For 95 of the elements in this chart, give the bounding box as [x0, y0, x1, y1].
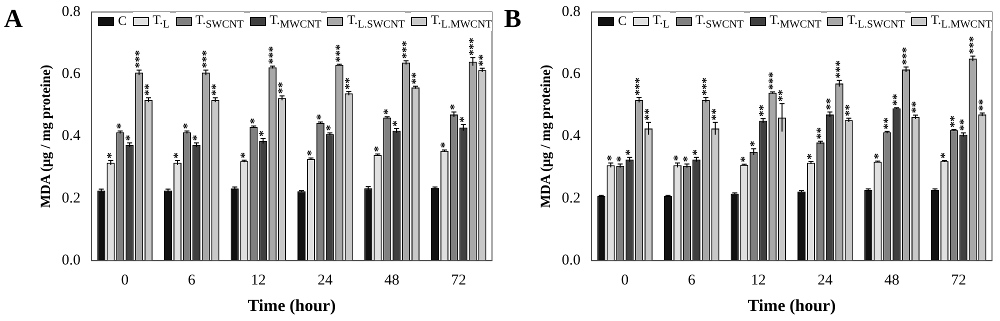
x-tick-label: 48	[884, 272, 900, 289]
legend-label: T.$_{L}$	[652, 12, 670, 31]
x-tick-label: 24	[818, 272, 834, 289]
data-label: ***	[132, 50, 146, 68]
legend-label: T.$_{L.MWCNT}$	[430, 12, 492, 31]
data-label: *	[304, 150, 318, 156]
data-label: ***	[698, 77, 713, 96]
data-label: *	[938, 152, 952, 159]
data-label: ***	[766, 72, 780, 90]
y-tick-label: 0.2	[562, 190, 581, 206]
data-label: *	[246, 118, 261, 124]
x-axis-title: Time (hour)	[248, 296, 336, 316]
data-label: **	[842, 104, 856, 116]
x-tick-label: 0	[121, 272, 129, 289]
data-label: *	[180, 123, 194, 130]
x-tick-label: 6	[188, 272, 196, 289]
data-label: **	[756, 104, 770, 117]
data-label: *	[390, 120, 404, 127]
data-label: *	[870, 153, 885, 160]
data-label: *	[456, 116, 470, 122]
x-tick-label: 12	[250, 272, 266, 289]
data-label: **	[208, 84, 222, 96]
y-tick-label: 0.8	[62, 4, 81, 20]
x-tick-label: 12	[750, 272, 766, 289]
x-tick-label: 0	[621, 272, 629, 289]
data-label: *	[380, 108, 394, 115]
data-label: ***	[266, 46, 280, 64]
data-label: *	[170, 152, 185, 159]
data-label: ***	[899, 47, 914, 66]
data-label: **	[708, 108, 722, 120]
x-tick-label: 48	[384, 272, 400, 289]
data-label: *	[104, 152, 118, 159]
x-tick-label: 24	[318, 272, 334, 289]
data-label: **	[342, 78, 356, 90]
y-tick-label: 0.4	[62, 128, 82, 144]
data-label: *	[189, 134, 204, 141]
data-label: *	[746, 140, 761, 147]
data-label: ***	[399, 40, 414, 59]
data-label: ***	[466, 38, 480, 56]
data-label: ***	[632, 77, 646, 96]
legend-label: T.$_{MWCNT}$	[270, 12, 322, 31]
y-tick-label: 0.0	[562, 252, 581, 269]
data-label: **	[475, 54, 490, 66]
y-axis-title: MDA (µg / mg proteine)	[539, 64, 554, 208]
data-label: ***	[832, 60, 846, 78]
y-tick-label: 0.0	[62, 252, 81, 269]
data-label: *	[622, 149, 637, 156]
chart-title: A	[4, 4, 23, 34]
y-tick-label: 0.8	[562, 4, 581, 20]
data-label: **	[822, 98, 837, 110]
data-label: **	[814, 127, 828, 140]
chart-title: B	[504, 4, 522, 34]
legend-label: T.$_{SWCNT}$	[196, 12, 244, 31]
data-label: *	[438, 142, 452, 148]
legend-label: T.$_{SWCNT}$	[696, 12, 744, 31]
legend-label: T.$_{MWCNT}$	[770, 12, 822, 31]
data-label: **	[908, 101, 923, 114]
data-label: **	[642, 108, 656, 120]
y-tick-label: 0.6	[562, 66, 582, 82]
data-label: *	[689, 149, 704, 156]
data-label: *	[370, 146, 385, 152]
data-label: ***	[198, 50, 213, 68]
data-label: *	[322, 124, 337, 131]
data-label: *	[737, 156, 752, 162]
data-label: *	[314, 114, 328, 120]
data-label: *	[256, 130, 270, 136]
data-label: *	[446, 104, 461, 110]
data-label: *	[680, 156, 694, 162]
data-label: **	[890, 94, 904, 106]
data-label: **	[975, 98, 990, 111]
y-tick-label: 0.6	[62, 66, 82, 82]
data-label: *	[113, 123, 128, 130]
y-axis-title: MDA (µg / mg proteine)	[39, 64, 54, 208]
data-label: **	[142, 84, 156, 96]
x-axis-title: Time (hour)	[748, 296, 836, 316]
data-label: ***	[332, 44, 346, 62]
data-label: *	[804, 153, 818, 160]
data-label: **	[880, 117, 894, 130]
data-label: ***	[966, 36, 980, 54]
x-tick-label: 6	[688, 272, 696, 289]
legend-label: T.$_{L.MWCNT}$	[930, 12, 992, 31]
legend-label: T.$_{L.SWCNT}$	[847, 12, 905, 31]
legend-label: C	[118, 13, 127, 30]
data-label: *	[122, 134, 137, 141]
data-label: *	[237, 152, 252, 158]
y-tick-label: 0.4	[562, 128, 582, 144]
y-tick-label: 0.2	[62, 190, 81, 206]
x-tick-label: 72	[451, 272, 466, 289]
data-label: **	[275, 82, 290, 94]
legend-label: T.$_{L}$	[152, 12, 170, 31]
data-label: **	[408, 72, 423, 84]
data-label: **	[775, 90, 790, 102]
legend-label: T.$_{L.SWCNT}$	[347, 12, 405, 31]
legend-label: C	[618, 13, 627, 30]
x-tick-label: 72	[951, 272, 966, 289]
